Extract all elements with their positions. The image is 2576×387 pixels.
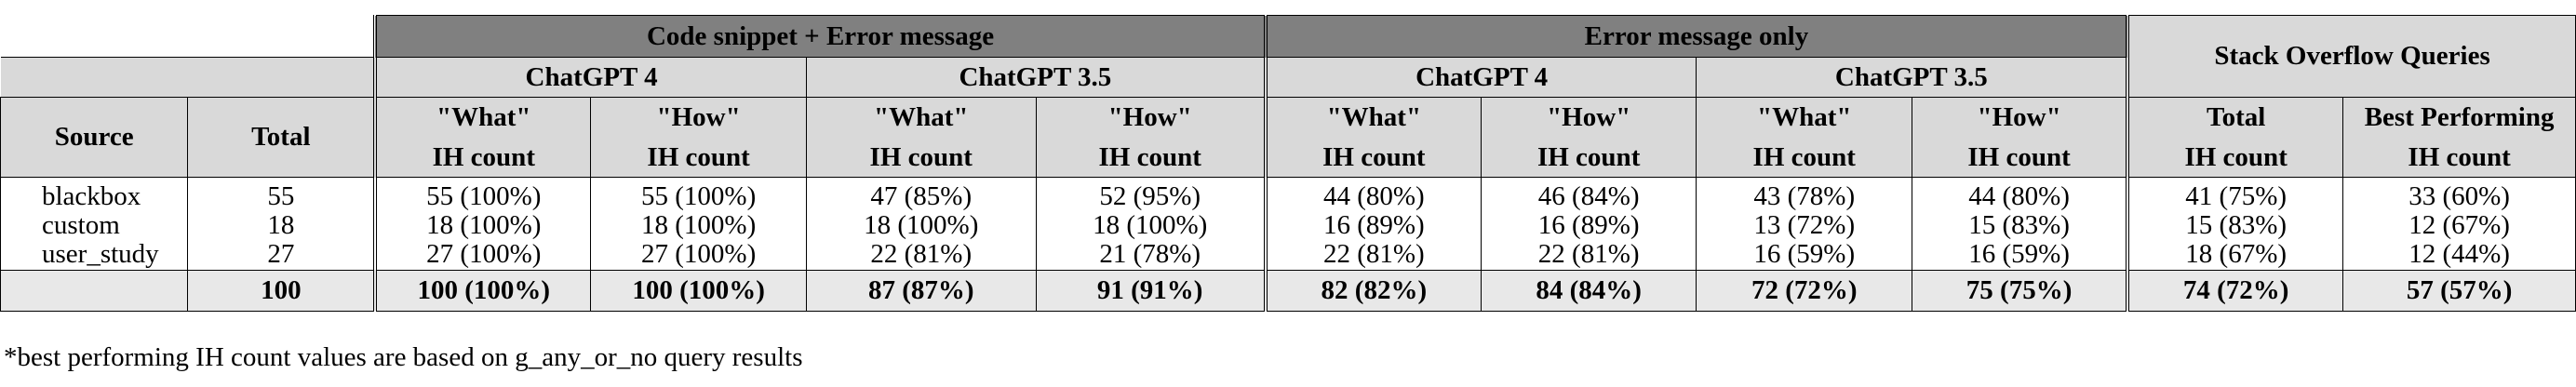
cell-value: 44 (80%) (1263, 177, 1482, 210)
column-header-sub: Best Performing IH count (2342, 97, 2576, 178)
column-header-sub: "How" IH count (1480, 97, 1697, 178)
table-row: custom 18 18 (100%) 18 (100%) 18 (100%) 18 (1… (0, 210, 2576, 240)
table-row: user_study 27 27 (100%) 27 (100%) 22 (81%) 21… (0, 240, 2576, 270)
column-header-sub: "How" IH count (1035, 97, 1267, 178)
cell-value: 22 (81%) (1480, 240, 1697, 270)
cell-value: 84 (84%) (1480, 269, 1697, 312)
group-header-error-only: Error message only (1263, 15, 2128, 58)
cell-value: 100 (100%) (373, 269, 592, 312)
column-header-line: "What" (873, 102, 969, 133)
cell-value: 57 (57%) (2342, 269, 2576, 312)
header-blank-2 (0, 57, 376, 98)
cell-value: 18 (100%) (373, 210, 592, 240)
model-header: ChatGPT 3.5 (805, 57, 1267, 98)
cell-value: 15 (83%) (2126, 210, 2344, 240)
cell-value: 13 (72%) (1696, 210, 1913, 240)
group-header-stackoverflow: Stack Overflow Queries (2126, 15, 2576, 98)
column-header-line: IH count (869, 141, 973, 172)
column-header-line: IH count (647, 141, 750, 172)
cell-value: 18 (67%) (2126, 240, 2344, 270)
column-header-total: Total (187, 97, 376, 178)
cell-source: blackbox (0, 177, 189, 210)
cell-value: 33 (60%) (2342, 177, 2576, 210)
cell-value: 18 (100%) (590, 210, 807, 240)
cell-source (0, 269, 189, 312)
column-header-line: Total (2206, 102, 2266, 133)
column-header-line: "What" (1326, 102, 1422, 133)
results-table: Code snippet + Error message Error messa… (0, 15, 2576, 312)
column-header-line: IH count (1967, 141, 2071, 172)
cell-value: 55 (100%) (590, 177, 807, 210)
column-header-sub: Total IH count (2126, 97, 2344, 178)
cell-value: 41 (75%) (2126, 177, 2344, 210)
cell-value: 16 (59%) (1912, 240, 2128, 270)
cell-value: 16 (89%) (1263, 210, 1482, 240)
cell-value: 43 (78%) (1696, 177, 1913, 210)
column-header-line: "How" (656, 102, 741, 133)
cell-value: 55 (100%) (373, 177, 592, 210)
cell-value: 44 (80%) (1912, 177, 2128, 210)
cell-total: 18 (187, 210, 376, 240)
cell-value: 27 (100%) (373, 240, 592, 270)
total-row: 100 100 (100%) 100 (100%) 87 (87%) 91 (91%) 8… (0, 269, 2576, 312)
cell-value: 12 (67%) (2342, 210, 2576, 240)
column-header-line: IH count (2184, 141, 2288, 172)
cell-value: 22 (81%) (1263, 240, 1482, 270)
cell-value: 72 (72%) (1696, 269, 1913, 312)
cell-value: 21 (78%) (1035, 240, 1267, 270)
model-header: ChatGPT 4 (373, 57, 807, 98)
cell-value: 74 (72%) (2126, 269, 2344, 312)
cell-total: 27 (187, 240, 376, 270)
cell-value: 18 (100%) (1035, 210, 1267, 240)
cell-value: 22 (81%) (805, 240, 1037, 270)
column-header-line: Best Performing (2364, 102, 2555, 133)
cell-value: 52 (95%) (1035, 177, 1267, 210)
column-header-sub: "What" IH count (1263, 97, 1482, 178)
cell-total: 55 (187, 177, 376, 210)
column-header-sub: "What" IH count (373, 97, 592, 178)
cell-value: 100 (100%) (590, 269, 807, 312)
cell-value: 18 (100%) (805, 210, 1037, 240)
footnote: *best performing IH count values are bas… (4, 342, 803, 372)
header-blank (0, 15, 376, 58)
cell-value: 16 (59%) (1696, 240, 1913, 270)
cell-value: 15 (83%) (1912, 210, 2128, 240)
column-header-sub: "What" IH count (805, 97, 1037, 178)
column-header-line: "How" (1107, 102, 1192, 133)
subheader-row: Source Total "What" IH count "How" IH count… (0, 97, 2576, 178)
column-header-sub: "How" IH count (590, 97, 807, 178)
column-header-line: IH count (1322, 141, 1426, 172)
cell-value: 16 (89%) (1480, 210, 1697, 240)
column-header-line: "How" (1547, 102, 1631, 133)
column-header-line: IH count (1752, 141, 1856, 172)
cell-value: 27 (100%) (590, 240, 807, 270)
cell-value: 12 (44%) (2342, 240, 2576, 270)
table-body: blackbox 55 55 (100%) 55 (100%) 47 (85%) 52 (… (0, 177, 2576, 312)
table-row: blackbox 55 55 (100%) 55 (100%) 47 (85%) 52 (… (0, 177, 2576, 210)
column-header-line: "What" (436, 102, 531, 133)
group-header-code-error: Code snippet + Error message (373, 15, 1267, 58)
cell-value: 91 (91%) (1035, 269, 1267, 312)
cell-value: 46 (84%) (1480, 177, 1697, 210)
cell-source: user_study (0, 240, 189, 270)
column-header-line: IH count (1098, 141, 1201, 172)
column-header-line: IH count (1536, 141, 1641, 172)
column-header-line: IH count (432, 141, 535, 172)
column-header-line: "How" (1977, 102, 2061, 133)
cell-value: 47 (85%) (805, 177, 1037, 210)
column-header-sub: "How" IH count (1912, 97, 2128, 178)
column-header-line: IH count (2408, 141, 2511, 172)
model-header: ChatGPT 3.5 (1696, 57, 2128, 98)
column-header-source: Source (0, 97, 189, 178)
column-header-line: "What" (1756, 102, 1852, 133)
cell-value: 87 (87%) (805, 269, 1037, 312)
cell-total: 100 (187, 269, 376, 312)
cell-source: custom (0, 210, 189, 240)
column-header-sub: "What" IH count (1696, 97, 1913, 178)
cell-value: 82 (82%) (1263, 269, 1482, 312)
cell-value: 75 (75%) (1912, 269, 2128, 312)
model-header: ChatGPT 4 (1263, 57, 1697, 98)
